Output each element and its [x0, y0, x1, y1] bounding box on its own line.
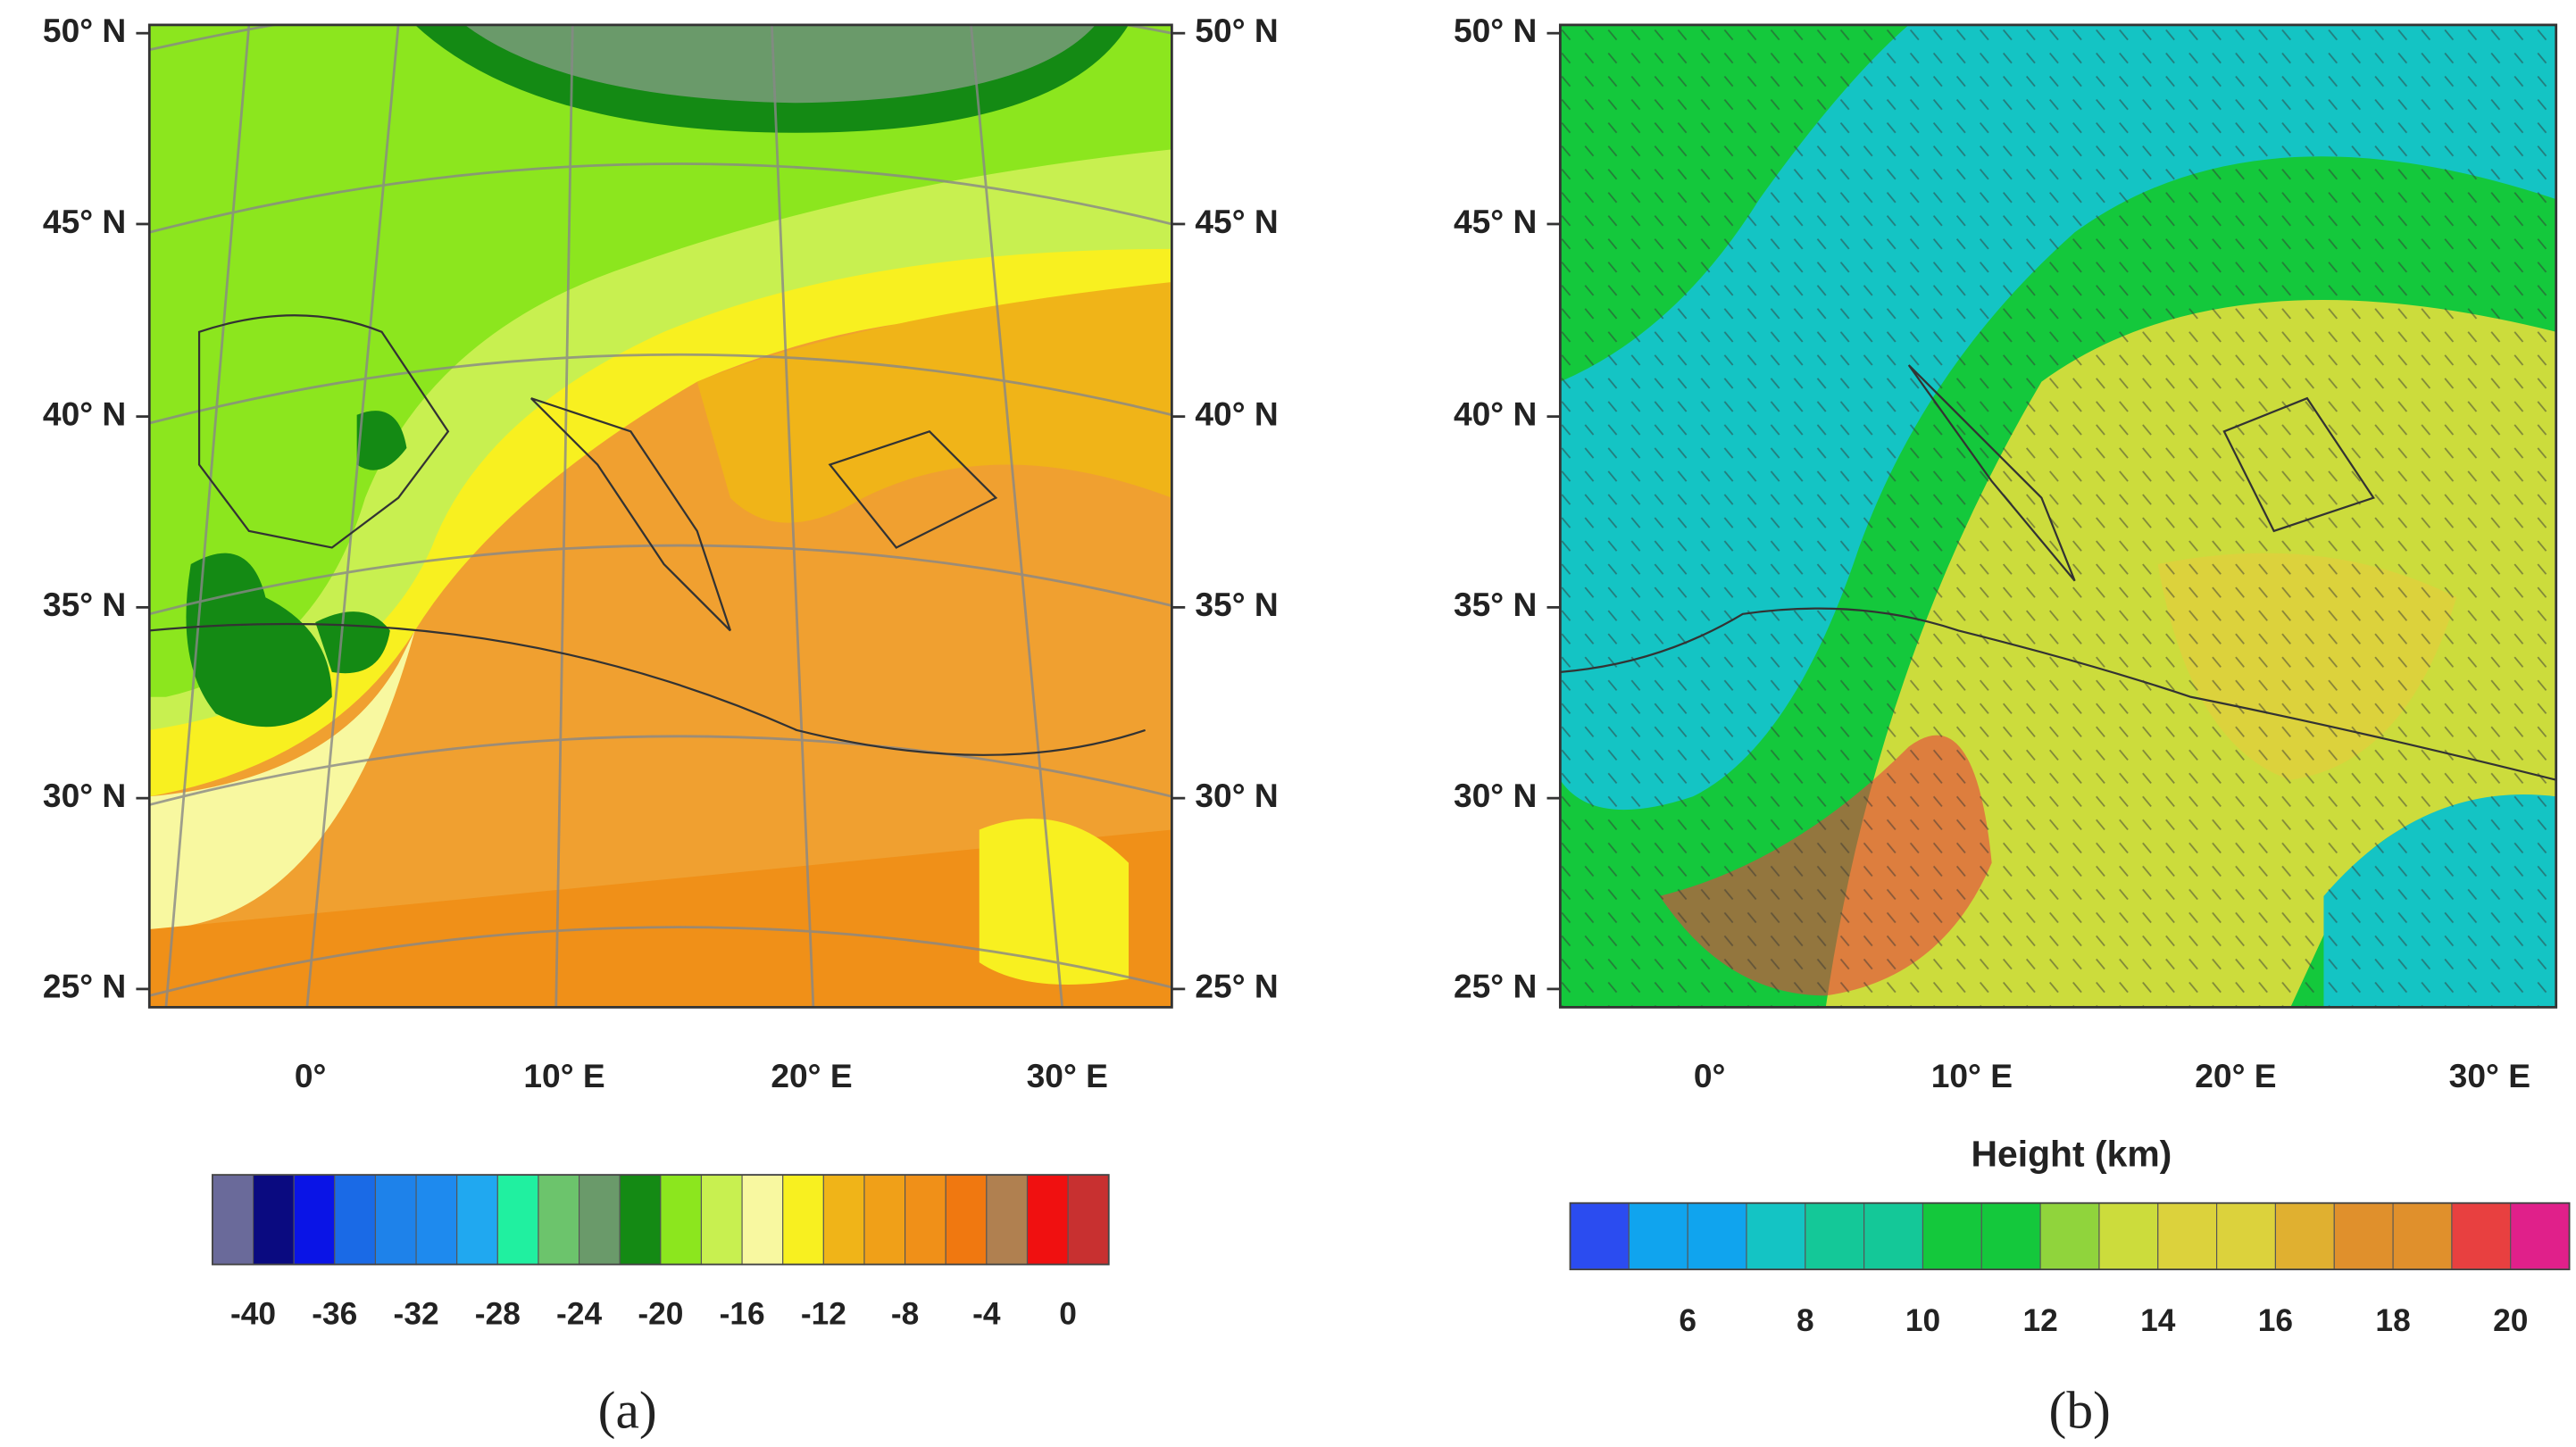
lat-label: 25° N [1195, 968, 1278, 1005]
colorbar-tick-label: -28 [475, 1296, 521, 1331]
lat-label: 35° N [1454, 586, 1537, 623]
colorbar-tick-label: -8 [891, 1296, 919, 1331]
lat-label: 45° N [1454, 203, 1537, 240]
colorbar-swatch [863, 1174, 906, 1266]
colorbar-swatch [2333, 1202, 2394, 1270]
colorbar-tick-label: -12 [801, 1296, 846, 1331]
frame-a [147, 23, 1173, 1009]
colorbar-swatch [700, 1174, 743, 1266]
colorbar-swatch [1569, 1202, 1630, 1270]
colorbar-swatch [1687, 1202, 1747, 1270]
colorbar-swatch [660, 1174, 703, 1266]
colorbar-tick-label: -40 [230, 1296, 276, 1331]
colorbar-swatch [822, 1174, 865, 1266]
lon-label: 30° E [1027, 1057, 1108, 1094]
colorbar-swatch [1746, 1202, 1806, 1270]
colorbar-swatch [619, 1174, 662, 1266]
colorbar-swatch [986, 1174, 1029, 1266]
colorbar-swatch [538, 1174, 580, 1266]
colorbar-swatch [1922, 1202, 1982, 1270]
lat-label: 35° N [1195, 586, 1278, 623]
colorbar-tick-label: 12 [2022, 1303, 2057, 1338]
colorbar-swatch [782, 1174, 824, 1266]
frame-b [1558, 23, 2558, 1009]
colorbar-swatch [2274, 1202, 2335, 1270]
lat-label: 40° N [1195, 395, 1278, 432]
colorbar-swatch [2039, 1202, 2100, 1270]
colorbar-swatch [945, 1174, 988, 1266]
colorbar-tick-label: 20 [2493, 1303, 2528, 1338]
colorbar-frame [212, 1174, 1110, 1266]
lat-label: 40° N [43, 395, 126, 432]
colorbar-swatch [2451, 1202, 2512, 1270]
colorbar-swatch [293, 1174, 336, 1266]
colorbar-swatch [1067, 1174, 1110, 1266]
colorbar-tick-label: 18 [2375, 1303, 2410, 1338]
lon-label: 20° E [771, 1057, 852, 1094]
lon-label: 20° E [2195, 1057, 2276, 1094]
lat-label: 45° N [1195, 203, 1278, 240]
colorbar-tick-label: 14 [2140, 1303, 2176, 1338]
colorbar-swatch [1863, 1202, 1924, 1270]
colorbar-swatch [2392, 1202, 2453, 1270]
colorbar-swatch [2510, 1202, 2571, 1270]
colorbar-swatch [905, 1174, 946, 1266]
colorbar-tick-label: 6 [1679, 1303, 1696, 1338]
lon-label: 30° E [2449, 1057, 2530, 1094]
lat-label: 30° N [1454, 777, 1537, 814]
colorbar-swatch [579, 1174, 621, 1266]
colorbar-swatch [415, 1174, 458, 1266]
lat-label: 50° N [1195, 12, 1278, 49]
colorbar-swatch [741, 1174, 784, 1266]
map-a [149, 24, 1172, 1008]
colorbar-swatch [496, 1174, 539, 1266]
colorbar-swatch [253, 1174, 295, 1266]
map-b [1560, 24, 2556, 1008]
colorbar-tick-label: 10 [1905, 1303, 1940, 1338]
colorbar-title: Height (km) [1971, 1133, 2172, 1174]
lat-label: 40° N [1454, 395, 1537, 432]
colorbar-tick-label: 0 [1059, 1296, 1077, 1331]
colorbar-swatch [2098, 1202, 2159, 1270]
colorbar-swatch [1980, 1202, 2041, 1270]
lat-label: 25° N [1454, 968, 1537, 1005]
colorbar-swatch [1628, 1202, 1688, 1270]
caption: (a) [598, 1380, 657, 1439]
colorbar-tick-label: -16 [720, 1296, 765, 1331]
colorbar-tick-label: -4 [972, 1296, 1001, 1331]
colorbar-swatch [456, 1174, 498, 1266]
colorbar-swatch [2216, 1202, 2276, 1270]
colorbar-tick-label: -20 [638, 1296, 683, 1331]
lat-label: 45° N [43, 203, 126, 240]
lat-label: 35° N [43, 586, 126, 623]
lat-label: 30° N [1195, 777, 1278, 814]
colorbar-frame [1569, 1202, 2571, 1271]
colorbar-swatch [212, 1174, 254, 1266]
colorbar-swatch [1805, 1202, 1865, 1270]
colorbar-tick-label: -32 [394, 1296, 439, 1331]
lon-label: 10° E [1931, 1057, 2013, 1094]
lat-label: 50° N [1454, 12, 1537, 49]
colorbar-swatch [374, 1174, 417, 1266]
colorbar-swatch [2157, 1202, 2218, 1270]
colorbar-tick-label: -36 [312, 1296, 357, 1331]
colorbar-swatch [334, 1174, 377, 1266]
lon-label: 0° [295, 1057, 327, 1094]
lon-label: 10° E [523, 1057, 604, 1094]
lat-label: 25° N [43, 968, 126, 1005]
lon-label: 0° [1694, 1057, 1726, 1094]
colorbar-tick-label: -24 [556, 1296, 602, 1331]
colorbar-swatch [1026, 1174, 1069, 1266]
colorbar-tick-label: 16 [2258, 1303, 2293, 1338]
colorbar-tick-label: 8 [1797, 1303, 1814, 1338]
lat-label: 30° N [43, 777, 126, 814]
caption: (b) [2049, 1380, 2111, 1439]
lat-label: 50° N [43, 12, 126, 49]
